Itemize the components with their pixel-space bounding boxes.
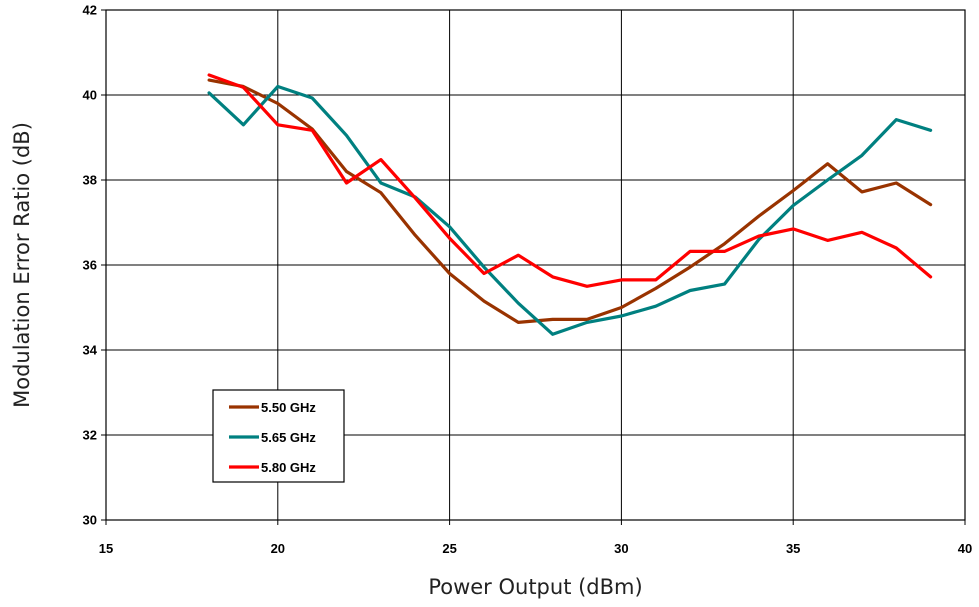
x-tick-label: 40	[958, 541, 972, 556]
y-tick-label: 34	[83, 343, 98, 358]
series-line-3	[207, 73, 933, 288]
legend-label: 5.50 GHz	[261, 400, 316, 415]
y-tick-label: 36	[83, 258, 97, 273]
plot-frame	[105, 9, 966, 521]
series-lines	[207, 73, 933, 336]
x-tick-label: 15	[99, 541, 113, 556]
legend-label: 5.65 GHz	[261, 430, 316, 445]
x-tick-label: 20	[271, 541, 285, 556]
x-axis-title: Power Output (dBm)	[428, 575, 642, 599]
y-tick-label: 30	[83, 513, 97, 528]
x-tick-label: 35	[786, 541, 800, 556]
x-tick-label: 25	[442, 541, 456, 556]
tick-labels: 30 32 34 36 38 40 42 15 20 25 30 35 40	[83, 3, 973, 557]
series-line-1	[207, 78, 933, 324]
legend: 5.50 GHz 5.65 GHz 5.80 GHz	[212, 389, 345, 483]
y-axis-title: Modulation Error Ratio (dB)	[10, 122, 34, 408]
y-tick-label: 42	[83, 3, 97, 18]
y-tick-label: 32	[83, 428, 97, 443]
y-tick-label: 40	[83, 88, 97, 103]
y-tick-label: 38	[83, 173, 97, 188]
series-line-2	[207, 84, 933, 336]
x-tick-label: 30	[614, 541, 628, 556]
legend-label: 5.80 GHz	[261, 460, 316, 475]
